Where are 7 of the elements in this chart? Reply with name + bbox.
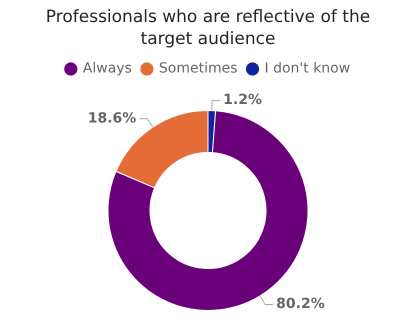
legend-label: Always — [82, 60, 132, 77]
data-label: 18.6% — [88, 110, 136, 126]
legend-label: I don't know — [264, 60, 350, 77]
legend-label: Sometimes — [158, 60, 238, 77]
chart-title: Professionals who are reflective of the target audience — [44, 6, 372, 51]
data-label: 1.2% — [223, 92, 262, 108]
data-label: 80.2% — [276, 296, 325, 312]
